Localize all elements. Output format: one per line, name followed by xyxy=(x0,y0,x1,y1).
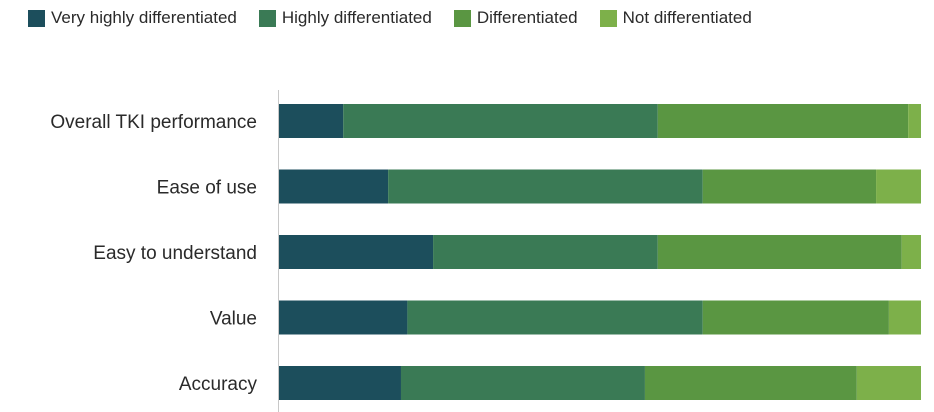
legend-swatch-very-highly-differentiated xyxy=(28,9,45,27)
bar-overall-tki-performance-not-differentiated xyxy=(908,104,921,138)
bar-accuracy-very-highly-differentiated xyxy=(279,366,401,400)
bars-group xyxy=(279,104,921,400)
category-label-ease-of-use: Ease of use xyxy=(157,178,257,199)
legend: Very highly differentiated Highly differ… xyxy=(28,8,774,28)
bar-ease-of-use-highly-differentiated xyxy=(388,169,703,204)
bar-overall-tki-performance-very-highly-differentiated xyxy=(279,104,344,138)
bar-easy-to-understand-not-differentiated xyxy=(901,235,921,269)
bar-ease-of-use-differentiated xyxy=(702,169,877,204)
bar-value-differentiated xyxy=(702,300,889,335)
category-label-accuracy: Accuracy xyxy=(179,374,258,395)
category-label-value: Value xyxy=(210,309,257,330)
legend-swatch-highly-differentiated xyxy=(258,9,276,27)
bar-accuracy-differentiated xyxy=(644,366,857,400)
bar-overall-tki-performance-differentiated xyxy=(657,104,909,138)
legend-label-highly-differentiated: Highly differentiated xyxy=(281,8,432,27)
legend-item-not-differentiated: Not differentiated xyxy=(599,8,752,28)
legend-label-very-highly-differentiated: Very highly differentiated xyxy=(51,8,237,27)
bar-ease-of-use-very-highly-differentiated xyxy=(279,169,389,204)
bar-value-highly-differentiated xyxy=(407,300,703,335)
bar-accuracy-not-differentiated xyxy=(856,366,921,400)
legend-label-differentiated: Differentiated xyxy=(476,8,578,27)
category-label-overall-tki-performance: Overall TKI performance xyxy=(50,112,257,133)
legend-item-differentiated: Differentiated xyxy=(453,8,578,28)
bar-value-not-differentiated xyxy=(888,300,921,335)
legend-label-not-differentiated: Not differentiated xyxy=(622,8,752,27)
bar-accuracy-highly-differentiated xyxy=(400,366,645,400)
category-label-easy-to-understand: Easy to understand xyxy=(93,243,257,264)
category-labels-group: Overall TKI performance Ease of use Easy t… xyxy=(50,112,257,395)
legend-swatch-not-differentiated xyxy=(599,9,617,27)
bar-overall-tki-performance-highly-differentiated xyxy=(343,104,658,138)
legend-swatch-differentiated xyxy=(453,9,471,27)
bar-easy-to-understand-very-highly-differentiated xyxy=(279,235,434,269)
legend-item-highly-differentiated: Highly differentiated xyxy=(258,8,432,28)
bar-value-very-highly-differentiated xyxy=(279,300,408,335)
bar-easy-to-understand-differentiated xyxy=(657,235,902,269)
bar-easy-to-understand-highly-differentiated xyxy=(433,235,658,269)
bar-ease-of-use-not-differentiated xyxy=(876,169,921,204)
legend-item-very-highly-differentiated: Very highly differentiated xyxy=(28,8,237,28)
